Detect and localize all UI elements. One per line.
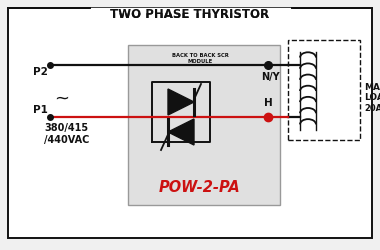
Text: TWO PHASE THYRISTOR: TWO PHASE THYRISTOR	[111, 8, 269, 21]
Text: BACK TO BACK SCR
MODULE: BACK TO BACK SCR MODULE	[171, 53, 228, 64]
Bar	[288, 40, 360, 140]
Text: 20A/40A: 20A/40A	[364, 104, 380, 112]
Text: POW-2-PA: POW-2-PA	[159, 180, 241, 195]
Text: ~: ~	[54, 90, 70, 108]
Polygon shape	[168, 119, 194, 145]
Text: /440VAC: /440VAC	[44, 135, 89, 145]
Polygon shape	[168, 89, 194, 115]
Text: LOAD: LOAD	[364, 92, 380, 102]
Bar	[128, 45, 280, 205]
Text: N/Y: N/Y	[261, 72, 279, 82]
Text: MAX: MAX	[364, 82, 380, 92]
Text: H: H	[264, 98, 272, 108]
Text: P1: P1	[33, 105, 48, 115]
Text: TWO PHASE THYRISTOR: TWO PHASE THYRISTOR	[111, 8, 269, 21]
Text: P2: P2	[33, 67, 48, 77]
Text: 380/415: 380/415	[44, 123, 88, 133]
